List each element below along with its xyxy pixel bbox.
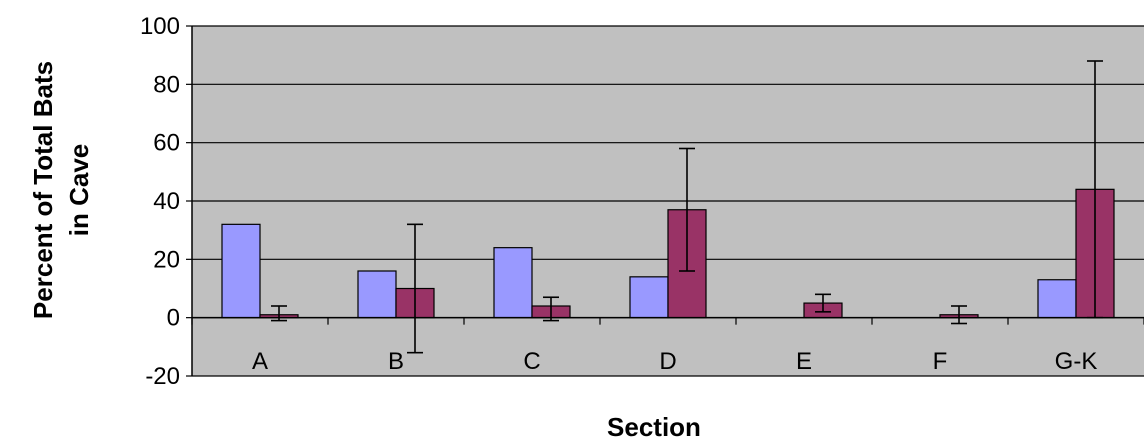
bar-1-G-K [1037,279,1077,319]
x-axis-label: Section [607,412,701,441]
x-tick-label: E [796,348,812,375]
x-tick-label: C [523,348,540,375]
y-axis-label-line2: in Cave [64,144,94,237]
bar-1-C [493,247,533,319]
x-tick-label: D [659,348,676,375]
x-tick-label: B [388,348,404,375]
x-tick-label: G-K [1055,348,1098,375]
y-tick-label: 60 [153,130,180,157]
bar-1-D [629,276,669,319]
y-tick-label: -20 [145,363,180,390]
bar-1-B [357,270,397,319]
y-tick-label: 40 [153,188,180,215]
x-tick-label: F [933,348,948,375]
y-axis-label-line1: Percent of Total Bats [28,61,58,319]
y-tick-label: 80 [153,71,180,98]
x-tick-label: A [252,348,268,375]
y-tick-label: 20 [153,246,180,273]
bar-1-A [221,223,261,319]
y-tick-label: 0 [167,305,180,332]
y-tick-label: 100 [140,13,180,40]
